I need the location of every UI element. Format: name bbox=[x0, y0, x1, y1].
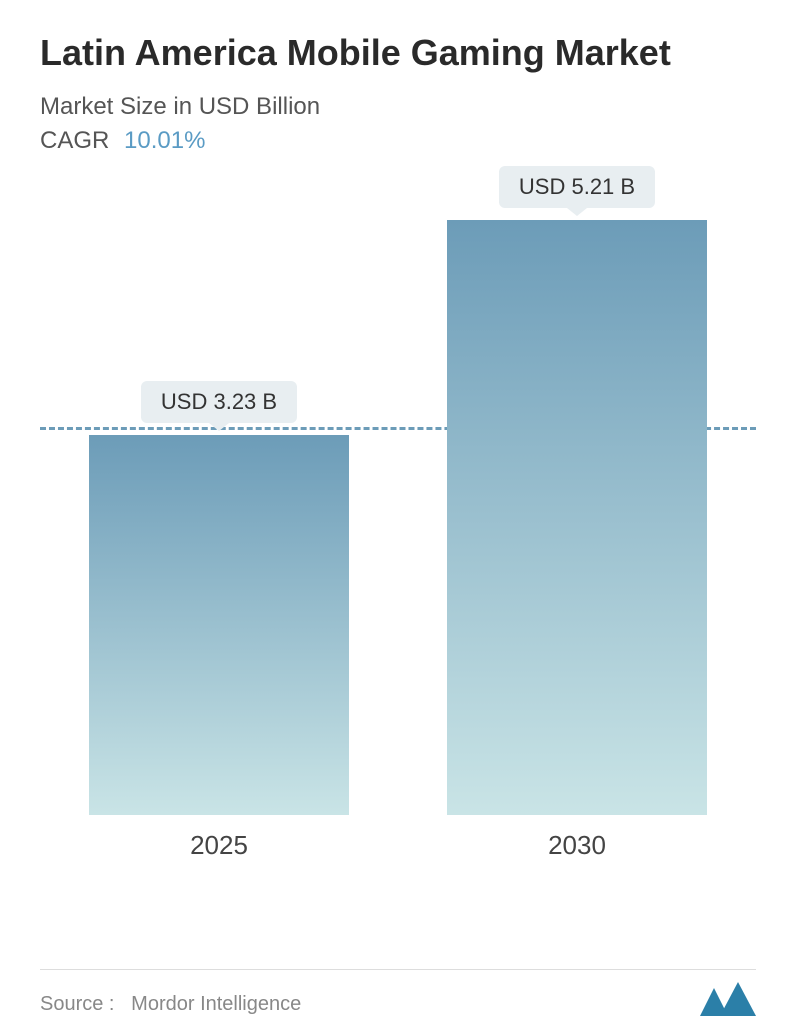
cagr-value: 10.01% bbox=[124, 127, 205, 154]
mordor-logo-icon bbox=[700, 982, 756, 1016]
source-text: Source : Mordor Intelligence bbox=[40, 993, 301, 1016]
chart-subtitle: Market Size in USD Billion bbox=[40, 93, 756, 121]
bar-group-2030: USD 5.21 B bbox=[447, 166, 707, 815]
x-label-2025: 2025 bbox=[89, 830, 349, 861]
value-badge-2030: USD 5.21 B bbox=[499, 166, 655, 208]
bar-group-2025: USD 3.23 B bbox=[89, 381, 349, 815]
value-badge-2025: USD 3.23 B bbox=[141, 381, 297, 423]
bar-2025 bbox=[89, 435, 349, 815]
chart-title: Latin America Mobile Gaming Market bbox=[40, 30, 756, 75]
source-label: Source : bbox=[40, 993, 114, 1015]
x-axis-labels: 2025 2030 bbox=[40, 825, 756, 865]
x-label-2030: 2030 bbox=[447, 830, 707, 861]
bars-container: USD 3.23 B USD 5.21 B bbox=[40, 185, 756, 815]
footer: Source : Mordor Intelligence bbox=[40, 969, 756, 1016]
cagr-line: CAGR 10.01% bbox=[40, 127, 756, 155]
chart-area: USD 3.23 B USD 5.21 B 2025 2030 bbox=[40, 185, 756, 865]
cagr-label: CAGR bbox=[40, 127, 109, 154]
source-name: Mordor Intelligence bbox=[131, 993, 301, 1015]
bar-2030 bbox=[447, 220, 707, 815]
